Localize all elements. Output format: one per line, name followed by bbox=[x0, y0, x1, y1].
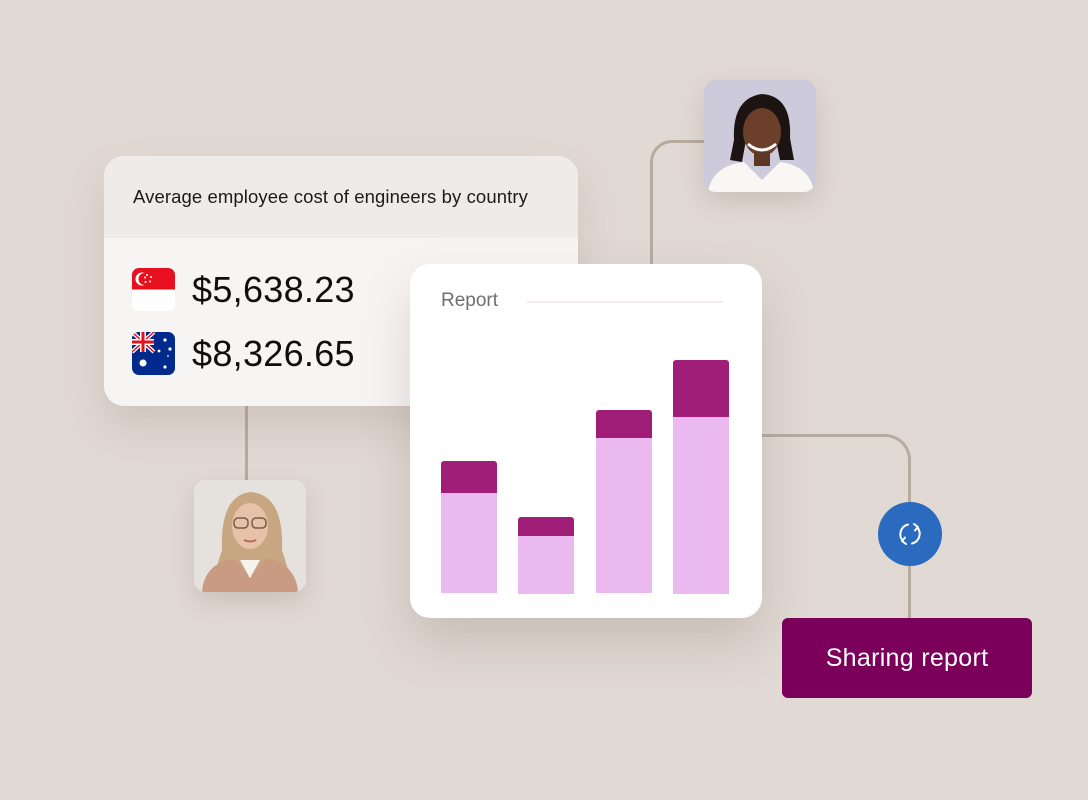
report-title: Report bbox=[441, 290, 499, 311]
chart-bar-3 bbox=[596, 410, 652, 593]
sharing-report-button[interactable]: Sharing report bbox=[782, 618, 1032, 698]
avatar-left bbox=[194, 480, 306, 592]
cost-card-title: Average employee cost of engineers by co… bbox=[133, 186, 528, 207]
report-bar-chart bbox=[410, 264, 762, 618]
cost-row-australia: $8,326.65 bbox=[132, 332, 355, 375]
cost-by-country-card: Average employee cost of engineers by co… bbox=[104, 156, 578, 406]
report-title-divider bbox=[527, 301, 723, 303]
australia-amount: $8,326.65 bbox=[192, 332, 355, 374]
sharing-report-label: Sharing report bbox=[825, 643, 989, 672]
report-card: Report bbox=[410, 264, 762, 618]
chart-bar-4 bbox=[673, 360, 729, 594]
sync-icon bbox=[899, 523, 921, 545]
connector-line-top bbox=[650, 140, 709, 273]
singapore-flag-icon bbox=[132, 268, 175, 311]
sync-button[interactable] bbox=[878, 502, 942, 566]
woman-glasses-portrait-icon bbox=[194, 480, 306, 592]
chart-bar-1 bbox=[441, 461, 497, 593]
cost-card-header: Average employee cost of engineers by co… bbox=[104, 156, 578, 238]
chart-bar-2 bbox=[518, 517, 574, 594]
cost-row-singapore: $5,638.23 bbox=[132, 268, 355, 311]
singapore-amount: $5,638.23 bbox=[192, 268, 355, 310]
avatar-top bbox=[704, 80, 816, 192]
connector-line-left bbox=[245, 400, 248, 482]
australia-flag-icon bbox=[132, 332, 175, 375]
woman-smiling-portrait-icon bbox=[704, 80, 816, 192]
